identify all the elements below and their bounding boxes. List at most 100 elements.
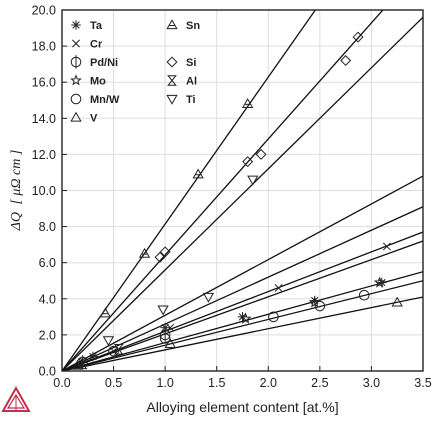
point-sn <box>138 247 151 258</box>
point-ti <box>157 305 169 316</box>
legend-marker-ti <box>166 94 178 105</box>
legend-marker-mn-w <box>70 93 82 105</box>
point-mn-w <box>268 311 279 323</box>
point-ti <box>247 175 259 186</box>
y-tick-label: 8.0 <box>39 220 56 234</box>
legend-item-mn-w: Mn/W <box>70 93 120 106</box>
point-v <box>391 296 403 307</box>
point-v <box>164 338 176 349</box>
point-si <box>255 148 267 160</box>
x-tick-label: 0.5 <box>105 376 122 390</box>
legend-item-al: Al <box>167 75 197 88</box>
legend-label-ta: Ta <box>90 20 103 32</box>
point-mn-w <box>314 300 326 312</box>
legend-item-sn: Sn <box>166 19 200 32</box>
point-si <box>352 31 364 43</box>
legend-marker-cr <box>72 39 80 48</box>
point-si <box>340 55 352 67</box>
legend-label-si: Si <box>186 57 196 69</box>
x-tick-label: 1.0 <box>156 376 173 390</box>
point-mn-w <box>358 289 370 301</box>
legend-marker-sn <box>166 19 178 30</box>
legend-item-mo: Mo <box>70 74 106 88</box>
fit-line-al <box>62 240 423 371</box>
x-axis-title: Alloying element content [at.%] <box>146 399 338 415</box>
y-axis-title: ΔQ [ μΩ cm ] <box>7 150 24 232</box>
grid <box>62 10 423 371</box>
legend-marker-ta <box>71 20 81 30</box>
point-si <box>159 246 171 258</box>
y-tick-label: 20.0 <box>32 4 56 18</box>
legend-label-cr: Cr <box>90 39 103 51</box>
legend-item-si: Si <box>166 56 196 69</box>
legend-marker-pd-ni <box>70 55 82 69</box>
x-tick-label: 0.0 <box>53 376 70 390</box>
y-tick-label: 0.0 <box>39 365 56 379</box>
point-pd-ni <box>159 328 171 342</box>
point-cr <box>166 323 175 332</box>
svg-text:ΔQ [ μΩ cm ]: ΔQ [ μΩ cm ] <box>7 150 24 232</box>
y-tick-label: 2.0 <box>39 328 56 342</box>
point-mn-w <box>108 345 119 357</box>
y-tick-label: 6.0 <box>39 256 56 270</box>
point-al <box>77 358 88 370</box>
point-si <box>242 156 254 168</box>
legend-label-ti: Ti <box>186 94 196 106</box>
legend-item-cr: Cr <box>72 39 103 51</box>
legend-label-sn: Sn <box>186 20 200 32</box>
y-tick-label: 12.0 <box>32 148 56 162</box>
legend: Ta Cr Pd/Ni Mo Mn/W V Sn Si Al Ti <box>70 19 200 125</box>
point-al <box>113 344 124 355</box>
fit-line-pd-ni <box>62 280 423 371</box>
y-tick-label: 18.0 <box>32 40 56 54</box>
legend-marker-mo <box>70 74 82 86</box>
legend-item-ta: Ta <box>71 20 103 32</box>
fit-line-sn <box>62 10 317 371</box>
point-mo <box>373 276 386 288</box>
y-tick-label: 4.0 <box>39 292 56 306</box>
y-axis-symbol: ΔQ <box>9 212 24 231</box>
y-axis-units: [ μΩ cm ] <box>9 150 24 205</box>
point-sn <box>192 168 204 179</box>
point-ti <box>102 336 115 347</box>
point-cr <box>382 242 391 251</box>
fit-lines <box>62 10 423 371</box>
fit-line-ta <box>62 206 423 371</box>
legend-label-mo: Mo <box>90 76 106 88</box>
point-sn <box>99 307 111 318</box>
legend-item-ti: Ti <box>166 94 196 106</box>
point-v <box>71 359 84 370</box>
y-axis-ticks: 0.0 2.0 4.0 6.0 8.0 10.0 12.0 14.0 16.0 18.0 20.0 <box>32 4 67 379</box>
y-tick-label: 16.0 <box>32 76 56 90</box>
x-tick-label: 3.0 <box>363 376 380 390</box>
fit-line-cr <box>62 175 423 371</box>
point-si <box>154 251 166 263</box>
legend-item-pd-ni: Pd/Ni <box>70 55 118 69</box>
point-ta <box>88 351 98 362</box>
x-tick-label: 3.5 <box>414 376 431 390</box>
x-axis-ticks: 0.0 0.5 1.0 1.5 2.0 2.5 3.0 3.5 <box>53 366 432 390</box>
point-cr <box>274 284 283 292</box>
point-mn-w <box>159 333 171 344</box>
thermo-calc-logo <box>1 385 31 412</box>
legend-label-pd-ni: Pd/Ni <box>90 57 118 69</box>
point-sn <box>241 98 254 108</box>
x-tick-label: 2.5 <box>311 376 328 390</box>
legend-item-v: V <box>70 111 98 125</box>
point-ti <box>202 292 215 303</box>
legend-marker-al <box>167 75 177 86</box>
legend-label-al: Al <box>186 76 197 88</box>
fit-line-mo <box>62 231 423 371</box>
legend-marker-v <box>70 111 82 122</box>
y-tick-label: 10.0 <box>32 184 56 198</box>
legend-marker-si <box>166 56 178 68</box>
fit-line-si <box>62 10 384 371</box>
legend-label-v: V <box>90 113 98 125</box>
x-tick-label: 2.0 <box>260 376 277 390</box>
legend-label-mn-w: Mn/W <box>90 94 120 106</box>
fit-line-v <box>62 296 423 371</box>
point-mo <box>239 312 252 324</box>
y-tick-label: 14.0 <box>32 112 56 126</box>
point-mo <box>308 296 321 308</box>
